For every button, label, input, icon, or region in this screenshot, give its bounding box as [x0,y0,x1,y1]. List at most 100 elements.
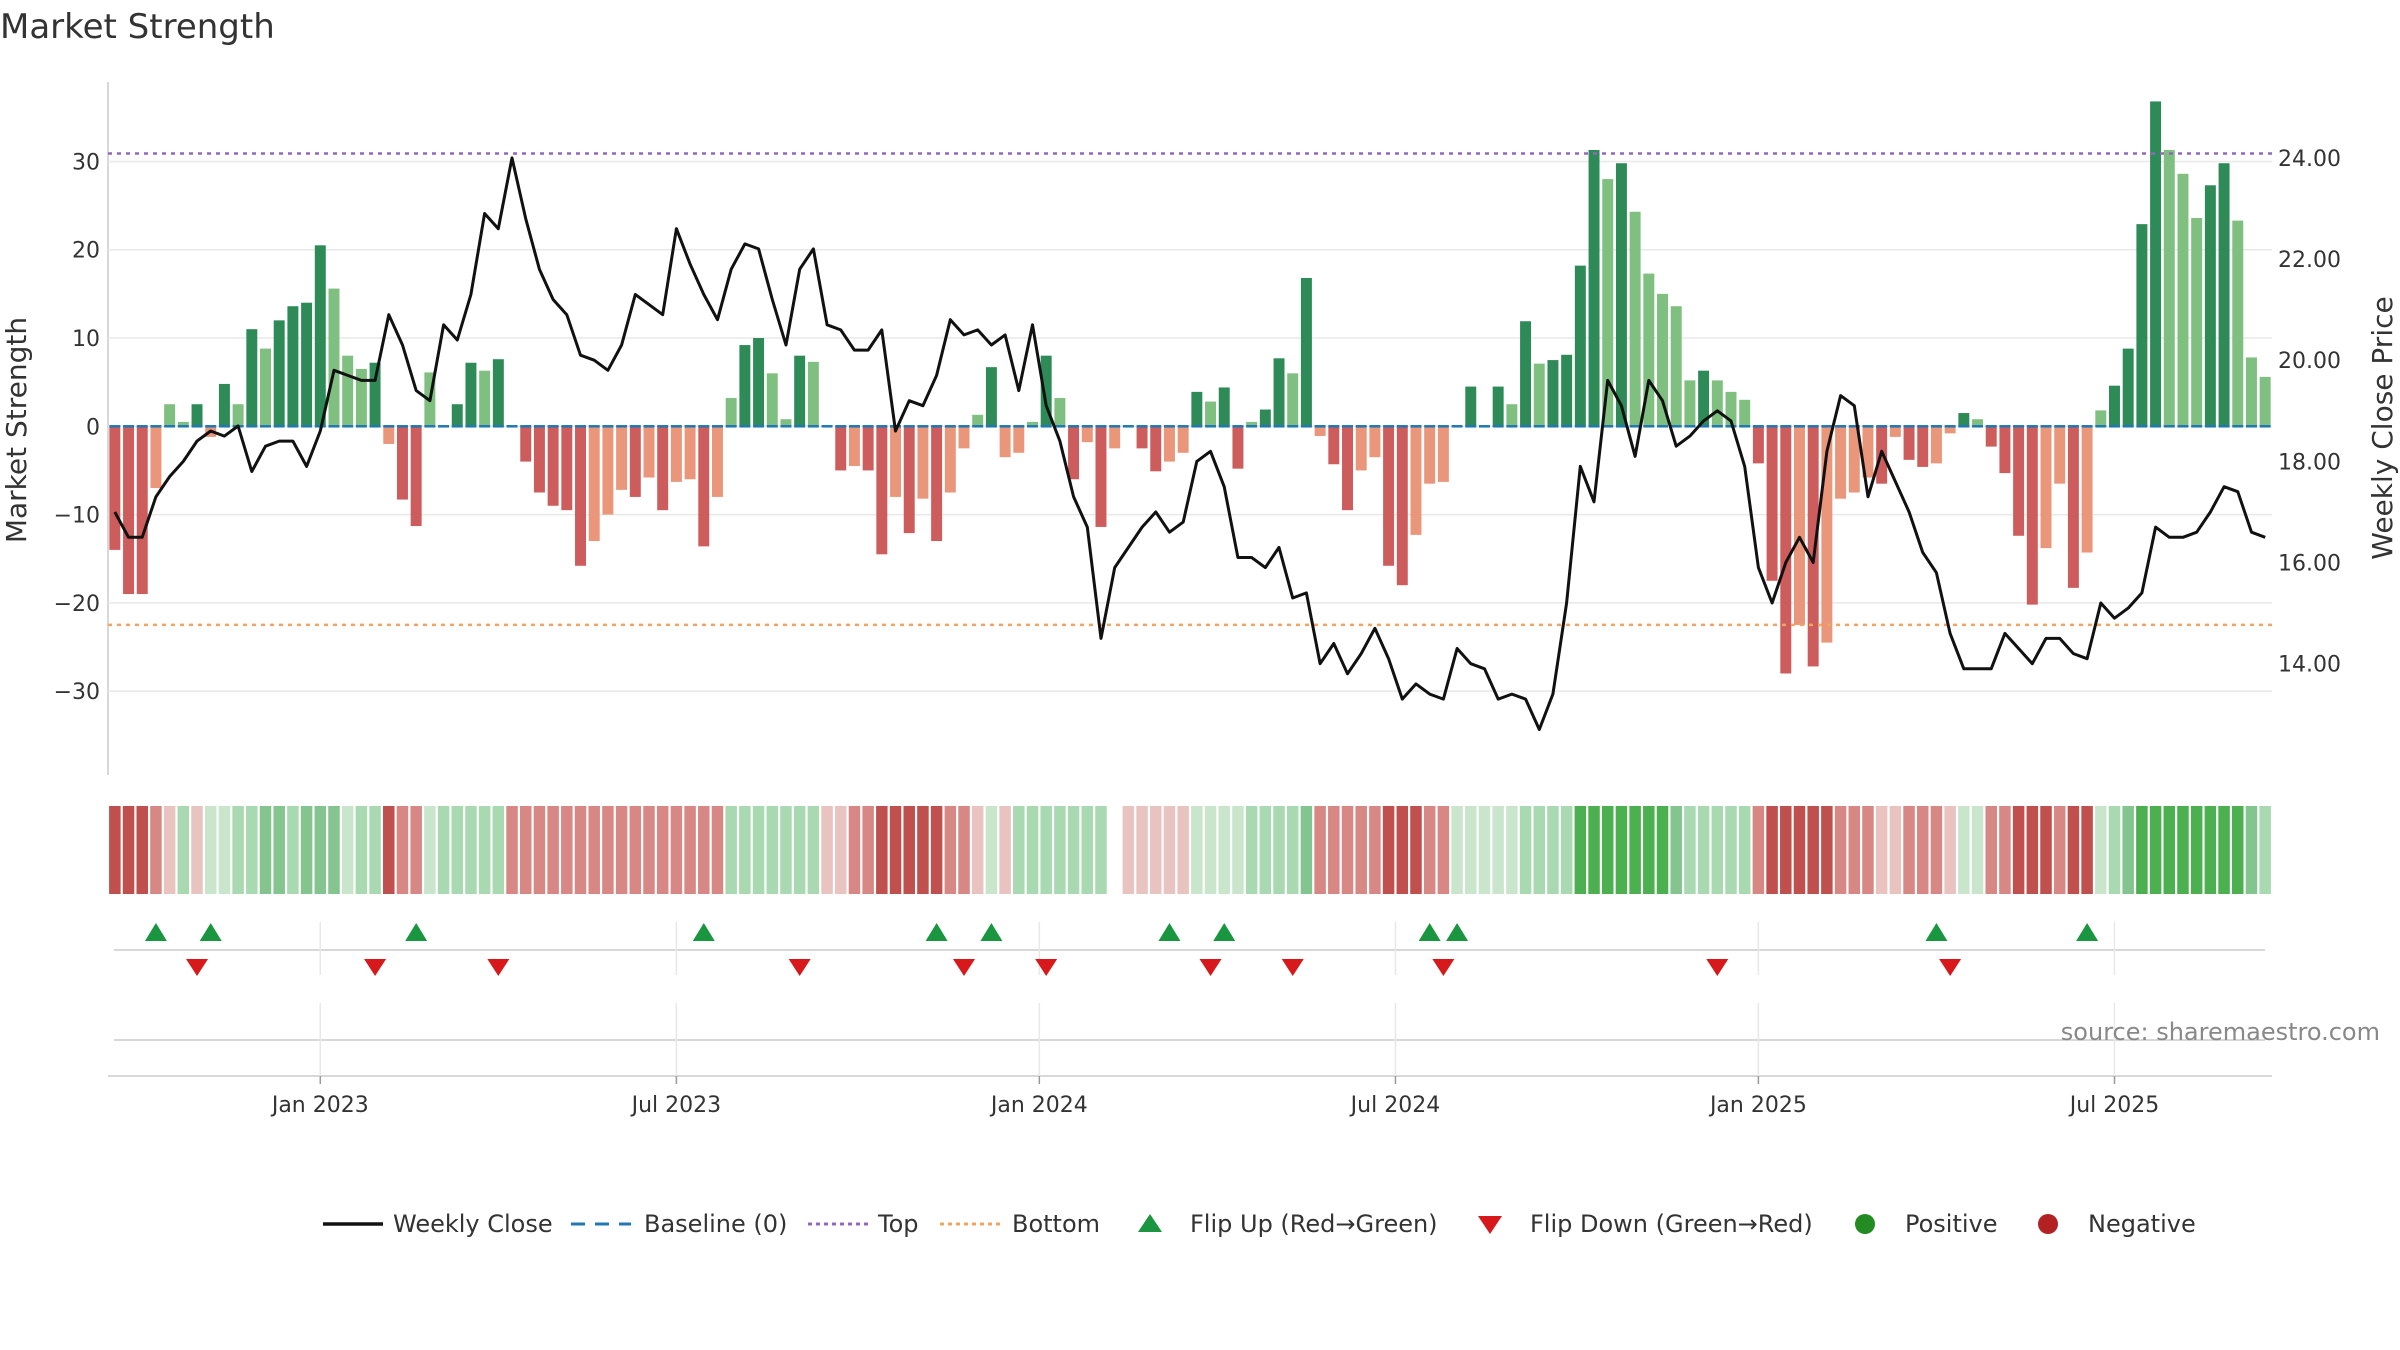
strength-bar [396,426,408,500]
flip-up-marker [144,923,167,941]
strip-cell [1780,806,1792,894]
chart-title: Market Strength [0,7,275,47]
x-tick-label: Jan 2023 [270,1093,369,1118]
strip-cell [506,806,518,894]
strength-bar [602,426,614,515]
flip-up-marker [405,923,428,941]
strip-cell [1191,806,1203,894]
strip-cell [1944,806,1956,894]
strength-bar [1602,179,1614,427]
flip-up-marker [2076,923,2099,941]
strip-cell [1314,806,1326,894]
strength-bar [1259,409,1271,427]
strip-cell [259,806,272,894]
strength-bar [985,367,997,427]
strength-bar [2081,426,2093,553]
legend-label-bottom: Bottom [1012,1210,1100,1238]
flip-up-marker [1418,923,1441,941]
strip-cell [2177,806,2189,894]
strip-cell [1026,806,1039,894]
strength-bar [807,361,819,427]
flip-up-marker [199,923,222,941]
strip-cell [355,806,368,894]
strength-bar [479,370,491,427]
strip-cell [1218,806,1230,894]
left-tick-label: 30 [72,150,100,175]
strip-cell [2081,806,2093,894]
strip-cell [1958,806,1970,894]
strength-bar [670,426,682,482]
strip-cell [287,806,299,894]
strip-cell [1834,806,1847,894]
strip-cell [1903,806,1915,894]
strength-bar [109,426,121,550]
flip-down-marker [1706,959,1729,976]
strip-cell [1136,806,1148,894]
strip-cell [2149,806,2162,894]
strength-bar [465,362,477,427]
strength-bar [1739,399,1751,427]
strip-cell [1150,806,1162,894]
flip-up-marker [1925,923,1948,941]
strength-bar [123,426,135,595]
strength-bar [369,362,381,427]
flip-down-marker [1281,959,1304,976]
legend-negative-icon [2038,1214,2058,1234]
strength-bar [1547,360,1559,427]
strip-cell [1067,806,1080,894]
strength-bar [218,383,230,427]
strip-cell [944,806,957,894]
strength-bar [1780,426,1792,674]
legend-flip-down-icon [1478,1216,1502,1234]
strength-bar [629,426,641,497]
strength-bar [1520,321,1532,427]
strength-bar [1821,426,1833,643]
strength-bar [1437,426,1449,482]
x-tick-label: Jul 2024 [1349,1093,1441,1118]
strip-cell [602,806,614,894]
left-tick-label: −20 [54,592,100,617]
strength-bar [1670,306,1682,427]
strip-cell [1396,806,1409,894]
strip-cell [2067,806,2080,894]
strip-cell [930,806,943,894]
strip-cell [739,806,751,894]
strip-cell [1423,806,1436,894]
strip-cell [1807,806,1819,894]
strength-bar [1561,354,1573,427]
strip-cell [1684,806,1696,894]
strength-bar [520,426,532,462]
strength-bar [848,426,860,467]
right-axis-title: Weekly Close Price [2366,296,2399,559]
strip-cell [1999,806,2011,894]
right-tick-label: 20.00 [2278,349,2341,374]
strength-bar [1506,404,1518,427]
strength-bar [1163,426,1175,462]
strip-cell [204,806,217,894]
strength-bar [944,426,956,493]
flip-up-marker [1446,923,1469,941]
strength-bar [2218,163,2230,427]
strip-cell [1752,806,1765,894]
strip-cell [2095,806,2107,894]
strip-cell [191,806,203,894]
strength-bar [342,355,354,427]
strip-cell [1122,806,1135,894]
strip-cell [519,806,532,894]
strength-bar [260,348,271,427]
strip-cell [2204,806,2217,894]
strength-bar [575,426,586,566]
legend-label-flip-up: Flip Up (Red→Green) [1190,1210,1438,1238]
strip-cell [1328,806,1340,894]
strength-bar [1424,426,1436,484]
strip-cell [1465,806,1477,894]
strip-cell [1533,806,1546,894]
strip-cell [1643,806,1655,894]
strip-cell [629,806,642,894]
strength-bar [917,426,929,499]
strip-cell [656,806,669,894]
strip-cell [2232,806,2244,894]
strength-bar [232,404,244,427]
strength-bar [301,302,313,427]
